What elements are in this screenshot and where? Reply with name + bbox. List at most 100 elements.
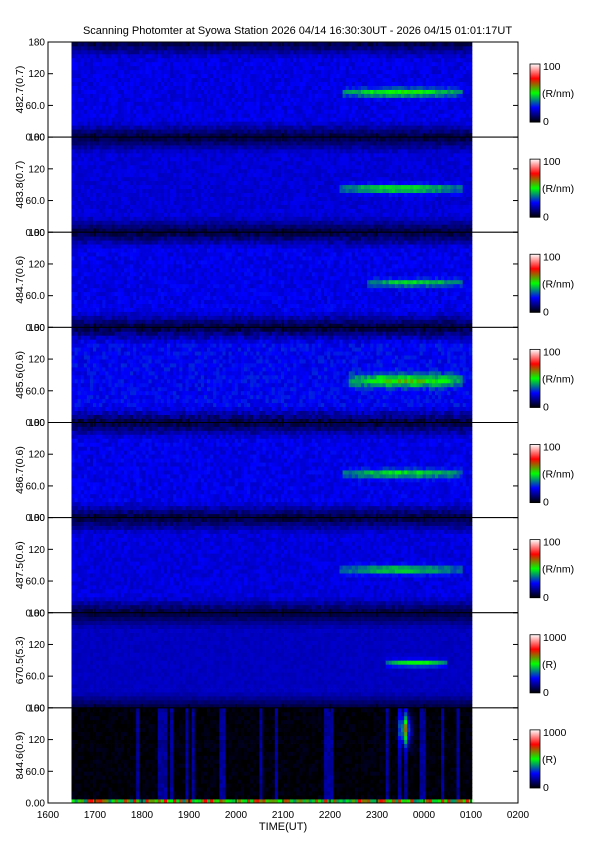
heatmap-cell (404, 46, 407, 50)
heatmap-cell (108, 66, 111, 70)
heatmap-cell (99, 173, 102, 177)
heatmap-cell (75, 169, 78, 173)
heatmap-cell (373, 121, 376, 125)
heatmap-cell (336, 50, 339, 54)
heatmap-cell (201, 177, 204, 181)
heatmap-cell (244, 54, 247, 58)
heatmap-cell (105, 94, 108, 98)
heatmap-cell (87, 137, 90, 141)
heatmap-cell (466, 70, 469, 74)
heatmap-cell (124, 173, 127, 177)
heatmap-cell (287, 46, 290, 50)
heatmap-cell (469, 58, 472, 62)
heatmap-cell (210, 149, 213, 153)
heatmap-cell (78, 97, 81, 101)
heatmap-cell (87, 62, 90, 66)
heatmap-cell (118, 54, 121, 58)
heatmap-cell (389, 90, 392, 94)
heatmap-cell (383, 129, 386, 133)
heatmap-cell (315, 78, 318, 82)
heatmap-cell (404, 74, 407, 78)
heatmap-cell (413, 105, 416, 109)
heatmap-cell (232, 141, 235, 145)
heatmap-cell (229, 157, 232, 161)
heatmap-cell (309, 97, 312, 101)
heatmap-cell (299, 62, 302, 66)
heatmap-cell (155, 220, 158, 224)
heatmap-cell (380, 129, 383, 133)
heatmap-cell (315, 121, 318, 125)
heatmap-cell (466, 62, 469, 66)
heatmap-cell (266, 125, 269, 129)
heatmap-cell (158, 121, 161, 125)
heatmap-cell (386, 78, 389, 82)
heatmap-cell (204, 66, 207, 70)
heatmap-cell (115, 193, 118, 197)
heatmap-cell (99, 58, 102, 62)
heatmap-cell (318, 101, 321, 105)
heatmap-cell (238, 105, 241, 109)
heatmap-cell (287, 193, 290, 197)
heatmap-cell (296, 78, 299, 82)
heatmap-cell (167, 94, 170, 98)
heatmap-cell (262, 224, 265, 228)
heatmap-cell (118, 157, 121, 161)
heatmap-cell (93, 169, 96, 173)
heatmap-cell (272, 62, 275, 66)
heatmap-cell (189, 62, 192, 66)
heatmap-cell (266, 197, 269, 201)
heatmap-cell (149, 145, 152, 149)
heatmap-cell (373, 58, 376, 62)
heatmap-cell (426, 54, 429, 58)
heatmap-cell (121, 189, 124, 193)
heatmap-cell (370, 74, 373, 78)
heatmap-cell (447, 50, 450, 54)
heatmap-cell (226, 149, 229, 153)
heatmap-cell (303, 212, 306, 216)
heatmap-cell (124, 193, 127, 197)
heatmap-cell (407, 66, 410, 70)
heatmap-cell (432, 82, 435, 86)
heatmap-cell (142, 149, 145, 153)
heatmap-cell (136, 212, 139, 216)
heatmap-cell (247, 173, 250, 177)
heatmap-cell (232, 121, 235, 125)
heatmap-cell (213, 177, 216, 181)
heatmap-cell (99, 224, 102, 228)
heatmap-cell (182, 161, 185, 165)
heatmap-cell (339, 82, 342, 86)
heatmap-cell (189, 193, 192, 197)
heatmap-cell (139, 189, 142, 193)
heatmap-cell (93, 141, 96, 145)
heatmap-cell (432, 42, 435, 46)
heatmap-cell (158, 82, 161, 86)
heatmap-cell (429, 129, 432, 133)
heatmap-cell (296, 220, 299, 224)
heatmap-cell (139, 208, 142, 212)
heatmap-cell (96, 94, 99, 98)
heatmap-cell (226, 58, 229, 62)
heatmap-cell (404, 101, 407, 105)
heatmap-cell (99, 169, 102, 173)
heatmap-cell (238, 97, 241, 101)
heatmap-cell (278, 105, 281, 109)
heatmap-cell (192, 216, 195, 220)
heatmap-cell (182, 109, 185, 113)
heatmap-cell (447, 117, 450, 121)
heatmap-cell (204, 205, 207, 209)
heatmap-cell (222, 141, 225, 145)
heatmap-cell (278, 141, 281, 145)
heatmap-cell (333, 129, 336, 133)
heatmap-cell (404, 90, 407, 94)
heatmap-cell (99, 141, 102, 145)
heatmap-cell (262, 78, 265, 82)
heatmap-cell (312, 62, 315, 66)
heatmap-cell (96, 78, 99, 82)
heatmap-cell (275, 141, 278, 145)
heatmap-cell (318, 66, 321, 70)
heatmap-cell (330, 117, 333, 121)
heatmap-cell (432, 46, 435, 50)
heatmap-cell (238, 157, 241, 161)
heatmap-cell (318, 105, 321, 109)
heatmap-cell (75, 97, 78, 101)
